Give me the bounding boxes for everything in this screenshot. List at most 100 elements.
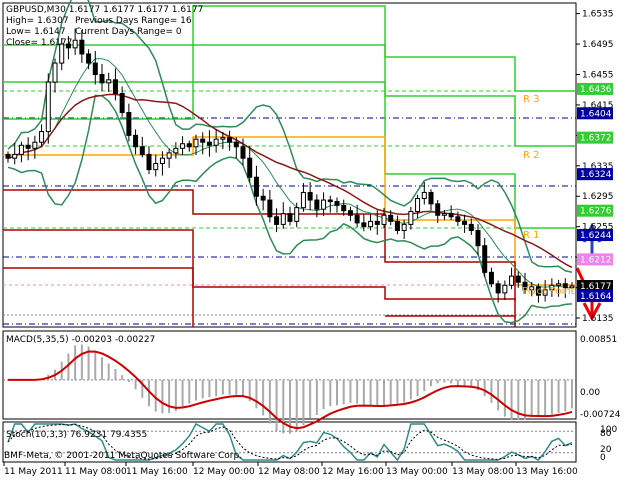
macd-signal-line xyxy=(8,350,573,430)
candle xyxy=(334,197,340,213)
price-badge-blue: 1.6324 xyxy=(577,168,613,181)
candle xyxy=(99,63,105,91)
candle xyxy=(186,140,192,152)
price-tick-label: 1.6335 xyxy=(582,162,614,172)
candle xyxy=(260,188,266,211)
candle xyxy=(421,181,427,205)
candle xyxy=(86,49,92,70)
svg-text:1.6324: 1.6324 xyxy=(580,170,612,180)
candle xyxy=(327,195,333,213)
label-r2: R 2 xyxy=(523,150,540,161)
stoch-main-line xyxy=(7,422,573,462)
candle xyxy=(233,137,239,159)
svg-text:1.6212: 1.6212 xyxy=(580,255,612,265)
candle xyxy=(72,28,78,55)
chart-header: GBPUSD,M30 1.6177 1.6177 1.6177 1.6177 H… xyxy=(6,5,203,48)
candle xyxy=(354,204,360,228)
candle xyxy=(79,29,85,63)
macd-panel xyxy=(3,344,576,434)
candle xyxy=(267,189,273,223)
candle xyxy=(374,210,380,235)
header-prev-range: Previous Days Range= 16 xyxy=(75,16,192,26)
price-badge-blue: 1.6164 xyxy=(577,289,613,302)
candle xyxy=(213,129,219,153)
candle xyxy=(307,182,313,211)
candle xyxy=(173,142,179,159)
candle xyxy=(39,124,45,147)
price-badge-pivot: 1.6212 xyxy=(577,253,613,266)
candle xyxy=(381,207,387,228)
svg-text:1.6436: 1.6436 xyxy=(580,85,612,95)
candle xyxy=(153,154,159,177)
candle xyxy=(159,151,165,176)
candle xyxy=(535,283,541,303)
time-tick-label: 13 May 08:00 xyxy=(452,467,514,477)
stoch-tick-20: 20 xyxy=(600,445,612,455)
header-close: Close= 1.6177 xyxy=(6,38,72,48)
price-tick-label: 1.6255 xyxy=(582,223,614,233)
time-tick-label: 11 May 16:00 xyxy=(126,467,188,477)
stoch-signal-line xyxy=(7,423,573,460)
candle xyxy=(529,282,535,297)
candle xyxy=(388,210,394,226)
candle xyxy=(428,189,434,211)
candle xyxy=(119,86,125,117)
candle xyxy=(542,280,548,302)
time-tick-label: 11 May 08:00 xyxy=(65,467,127,477)
stoch-tick-100: 100 xyxy=(600,425,617,435)
candle xyxy=(455,211,461,227)
svg-text:1.6372: 1.6372 xyxy=(580,134,612,144)
price-tick-label: 1.6535 xyxy=(582,10,614,20)
macd-tick-bottom: -0.00724 xyxy=(580,410,621,420)
red-step-1 xyxy=(3,189,516,301)
candle xyxy=(146,146,152,175)
candle xyxy=(45,73,51,144)
candle xyxy=(59,37,65,71)
price-tick-label: 1.6135 xyxy=(582,314,614,324)
candle xyxy=(126,103,132,142)
candle xyxy=(139,136,145,158)
candle xyxy=(32,135,38,159)
candle xyxy=(468,218,474,235)
candle xyxy=(206,130,212,157)
price-tick-label: 1.6455 xyxy=(582,70,614,80)
candle xyxy=(52,58,58,93)
stoch-panel xyxy=(3,422,576,462)
candle xyxy=(475,224,481,256)
stoch-label: Stoch(10,3,3) 76.9231 79.4355 xyxy=(6,430,147,440)
candle xyxy=(321,192,327,216)
pivot-step-lines xyxy=(3,5,576,327)
candle xyxy=(65,36,71,60)
label-r1: R 1 xyxy=(523,230,540,241)
price-tick-label: 1.6495 xyxy=(582,40,614,50)
price-badge-green: 1.6436 xyxy=(577,82,613,95)
candle xyxy=(482,238,488,278)
candle xyxy=(166,148,172,168)
stoch-tick-0: 0 xyxy=(600,453,606,463)
svg-text:1.6404: 1.6404 xyxy=(580,109,612,119)
price-badge-blue: 1.6244 xyxy=(577,229,613,242)
candle xyxy=(314,194,320,218)
bollinger-middle xyxy=(7,58,573,289)
candle xyxy=(18,141,24,163)
candle xyxy=(509,267,515,290)
macd-label: MACD(5,35,5) -0.00203 -0.00227 xyxy=(6,335,155,345)
candle xyxy=(106,72,112,92)
candle xyxy=(5,151,11,163)
price-badge-green: 1.6372 xyxy=(577,131,613,144)
time-axis: 11 May 2011 11 May 08:00 11 May 16:00 12 Ma… xyxy=(3,462,578,477)
red-step-2 xyxy=(3,229,516,318)
candle xyxy=(200,132,206,155)
horizontal-levels xyxy=(3,90,576,325)
candle xyxy=(562,278,568,299)
time-tick-label: 11 May 2011 xyxy=(4,467,63,477)
candle xyxy=(294,202,300,228)
price-tick-label: 1.6415 xyxy=(582,101,614,111)
candles-layer xyxy=(5,28,575,303)
candle xyxy=(368,214,374,231)
candle xyxy=(220,131,226,150)
candle xyxy=(287,206,293,226)
candle xyxy=(569,282,575,292)
candle xyxy=(193,134,199,156)
